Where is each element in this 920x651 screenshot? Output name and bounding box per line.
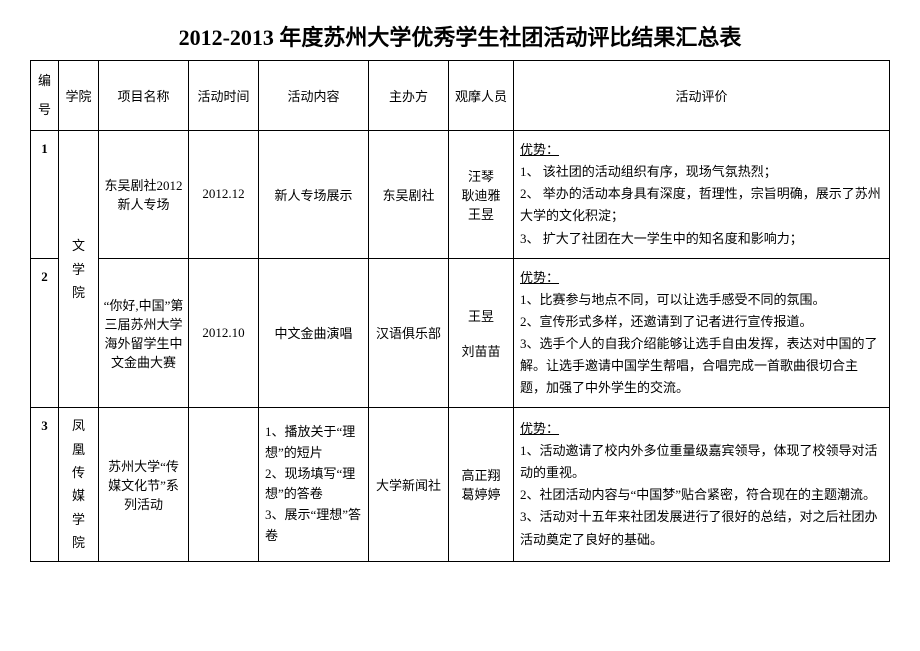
- eval-label: 优势：: [520, 270, 559, 285]
- cell-observer: 汪琴耿迪雅王昱: [449, 131, 514, 258]
- cell-college: 凤凰传媒学院: [59, 408, 99, 561]
- cell-time: 2012.12: [189, 131, 259, 258]
- cell-content: 新人专场展示: [259, 131, 369, 258]
- page-title: 2012-2013 年度苏州大学优秀学生社团活动评比结果汇总表: [30, 20, 890, 52]
- cell-eval: 优势： 1、 该社团的活动组织有序，现场气氛热烈；2、 举办的活动本身具有深度，…: [514, 131, 890, 258]
- cell-num: 1: [31, 131, 59, 258]
- header-project: 项目名称: [99, 61, 189, 131]
- cell-project: “你好,中国”第三届苏州大学海外留学生中文金曲大赛: [99, 258, 189, 408]
- cell-eval: 优势： 1、活动邀请了校内外多位重量级嘉宾领导，体现了校领导对活动的重视。2、社…: [514, 408, 890, 561]
- table-row: 1 文学院 东吴剧社2012 新人专场 2012.12 新人专场展示 东吴剧社 …: [31, 131, 890, 258]
- cell-project: 东吴剧社2012 新人专场: [99, 131, 189, 258]
- cell-observer: 高正翔葛婷婷: [449, 408, 514, 561]
- cell-content: 1、播放关于“理想”的短片2、现场填写“理想”的答卷3、展示“理想”答卷: [259, 408, 369, 561]
- table-row: 2 “你好,中国”第三届苏州大学海外留学生中文金曲大赛 2012.10 中文金曲…: [31, 258, 890, 408]
- eval-label: 优势：: [520, 421, 559, 436]
- header-college: 学院: [59, 61, 99, 131]
- cell-num: 3: [31, 408, 59, 561]
- cell-host: 汉语俱乐部: [369, 258, 449, 408]
- cell-observer: 王昱 刘苗苗: [449, 258, 514, 408]
- eval-label: 优势：: [520, 142, 559, 157]
- cell-num: 2: [31, 258, 59, 408]
- eval-body: 1、比赛参与地点不同，可以让选手感受不同的氛围。2、宣传形式多样，还邀请到了记者…: [520, 292, 878, 395]
- results-table: 编号 学院 项目名称 活动时间 活动内容 主办方 观摩人员 活动评价 1 文学院…: [30, 60, 890, 562]
- cell-eval: 优势： 1、比赛参与地点不同，可以让选手感受不同的氛围。2、宣传形式多样，还邀请…: [514, 258, 890, 408]
- header-num: 编号: [31, 61, 59, 131]
- header-time: 活动时间: [189, 61, 259, 131]
- cell-host: 东吴剧社: [369, 131, 449, 258]
- cell-host: 大学新闻社: [369, 408, 449, 561]
- table-row: 3 凤凰传媒学院 苏州大学“传媒文化节”系列活动 1、播放关于“理想”的短片2、…: [31, 408, 890, 561]
- eval-body: 1、 该社团的活动组织有序，现场气氛热烈；2、 举办的活动本身具有深度，哲理性，…: [520, 164, 881, 245]
- header-observer: 观摩人员: [449, 61, 514, 131]
- header-host: 主办方: [369, 61, 449, 131]
- cell-time: 2012.10: [189, 258, 259, 408]
- cell-project: 苏州大学“传媒文化节”系列活动: [99, 408, 189, 561]
- cell-college: 文学院: [59, 131, 99, 408]
- table-header-row: 编号 学院 项目名称 活动时间 活动内容 主办方 观摩人员 活动评价: [31, 61, 890, 131]
- cell-content: 中文金曲演唱: [259, 258, 369, 408]
- eval-body: 1、活动邀请了校内外多位重量级嘉宾领导，体现了校领导对活动的重视。2、社团活动内…: [520, 443, 878, 546]
- header-content: 活动内容: [259, 61, 369, 131]
- cell-time: [189, 408, 259, 561]
- header-eval: 活动评价: [514, 61, 890, 131]
